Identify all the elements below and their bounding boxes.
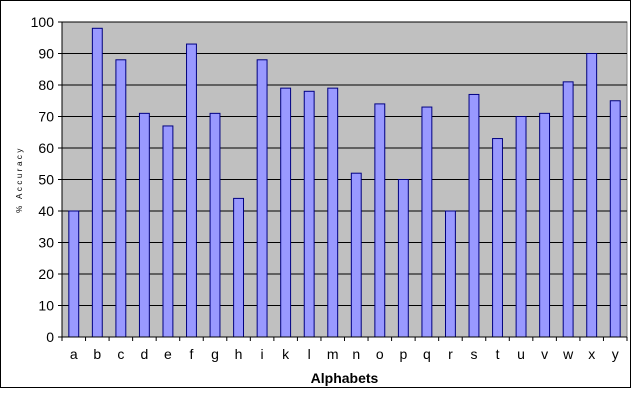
gridlines (62, 21, 627, 306)
bar-x (586, 53, 598, 338)
y-tick-label: 70 (38, 109, 54, 125)
y-tick-label: 60 (38, 140, 54, 156)
bar-y (609, 100, 621, 338)
y-tick-label: 90 (38, 46, 54, 62)
bar-v (539, 112, 551, 338)
x-tick-label-n: n (352, 346, 360, 362)
y-tick-label: 20 (38, 266, 54, 282)
bar-c (115, 59, 127, 338)
x-axis-title: Alphabets (311, 370, 379, 386)
bar-k (280, 87, 292, 338)
x-tick-label-c: c (117, 346, 124, 362)
y-tick-label: 50 (38, 172, 54, 188)
x-tick-label-v: v (541, 346, 548, 362)
bar-p (397, 179, 409, 338)
x-tick-label-b: b (93, 346, 101, 362)
x-tick-label-a: a (70, 346, 78, 362)
x-tick-label-u: u (517, 346, 525, 362)
y-tick-label: 100 (31, 14, 55, 30)
bar-g (209, 112, 221, 338)
x-tick-label-h: h (235, 346, 243, 362)
bar-u (515, 116, 527, 338)
bar-o (374, 103, 386, 338)
x-tick-label-t: t (496, 346, 500, 362)
x-tick-label-g: g (211, 346, 219, 362)
bar-l (303, 90, 315, 338)
bar-q (421, 106, 433, 338)
bar-a (68, 210, 80, 338)
bar-b (91, 27, 103, 338)
bar-w (562, 81, 574, 338)
x-tick-label-l: l (308, 346, 311, 362)
y-tick-label: 10 (38, 298, 54, 314)
y-axis-title: % Accuracy (15, 146, 24, 213)
bar-h (233, 197, 245, 338)
bar-s (468, 93, 480, 338)
x-tick-label-k: k (282, 346, 290, 362)
x-tick-label-i: i (261, 346, 264, 362)
x-tick-label-m: m (327, 346, 339, 362)
x-tick-label-y: y (612, 346, 619, 362)
x-tick-label-x: x (588, 346, 595, 362)
x-tick-label-e: e (164, 346, 172, 362)
x-tick-label-p: p (399, 346, 407, 362)
bar-f (186, 43, 197, 338)
bar-e (162, 125, 174, 338)
y-tick-label: 80 (38, 77, 54, 93)
y-axis-ticks: 0 10 20 30 40 50 60 70 80 90 100 (31, 14, 62, 345)
bar-m (327, 87, 339, 338)
x-tick-label-s: s (470, 346, 477, 362)
y-tick-label: 30 (38, 235, 54, 251)
bars (68, 27, 621, 338)
x-tick-label-q: q (423, 346, 431, 362)
bar-n (350, 172, 362, 338)
bar-r (444, 210, 456, 338)
y-tick-label: 40 (38, 203, 54, 219)
x-tick-label-f: f (190, 346, 194, 362)
x-tick-label-o: o (376, 346, 384, 362)
bar-t (492, 138, 503, 338)
x-tick-label-d: d (140, 346, 148, 362)
x-tick-label-w: w (562, 346, 574, 362)
bar-d (138, 112, 150, 338)
bar-i (256, 59, 268, 338)
y-tick-label: 0 (46, 329, 54, 345)
x-tick-label-r: r (448, 346, 453, 362)
